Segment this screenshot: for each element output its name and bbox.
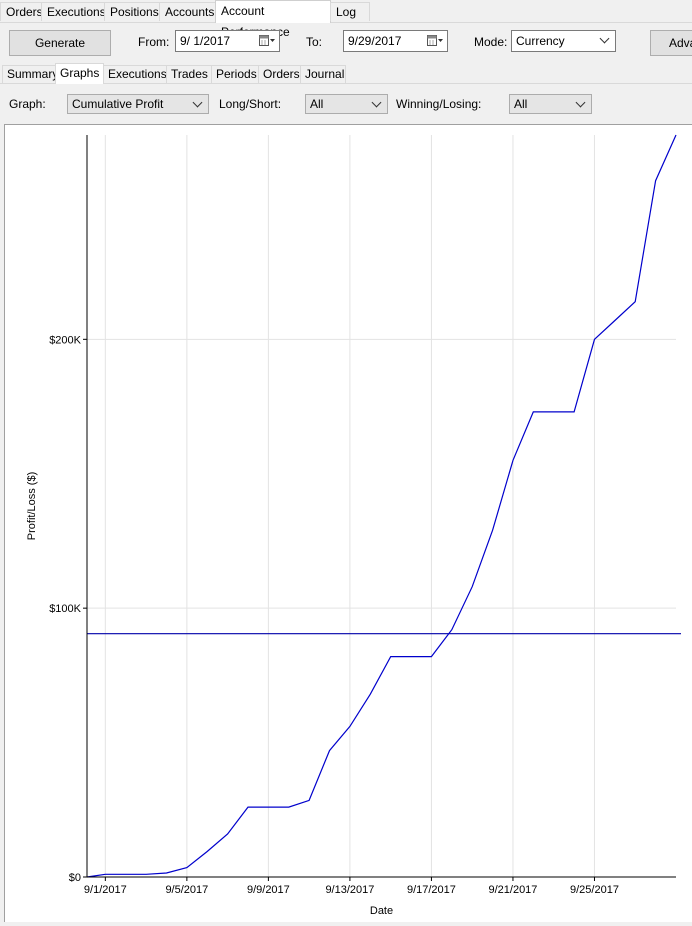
tab-summary[interactable]: Summary [2, 65, 58, 83]
chevron-down-icon [599, 33, 610, 44]
tab-accounts[interactable]: Accounts [159, 2, 216, 21]
sub-tab-strip: Summary Graphs Executions Trades Periods… [0, 63, 692, 84]
x-tick-label: 9/9/2017 [247, 884, 290, 896]
y-tick-label: $200K [49, 334, 81, 346]
x-tick-label: 9/5/2017 [165, 884, 208, 896]
tab-journal[interactable]: Journal [300, 65, 346, 83]
graph-label: Graph: [9, 97, 46, 111]
from-date-picker[interactable]: 9/ 1/2017 [175, 30, 280, 52]
graph-type-select[interactable]: Cumulative Profit [67, 94, 209, 114]
tab-graphs[interactable]: Graphs [55, 63, 104, 84]
mode-value: Currency [516, 34, 565, 48]
tab-executions[interactable]: Executions [41, 2, 106, 21]
tab-executions-sub[interactable]: Executions [103, 65, 167, 83]
tab-orders[interactable]: Orders [0, 2, 43, 21]
tab-trades[interactable]: Trades [166, 65, 212, 83]
y-axis-label: Profit/Loss ($) [26, 472, 38, 540]
chevron-down-icon [371, 97, 382, 108]
cumulative-profit-chart: 9/1/2017 9/5/2017 9/9/2017 9/13/2017 9/17/20… [26, 134, 681, 917]
x-tick-label: 9/13/2017 [325, 884, 374, 896]
from-label: From: [138, 35, 170, 49]
x-axis-label: Date [370, 905, 393, 917]
to-date-picker[interactable]: 9/29/2017 [343, 30, 448, 52]
y-tick-label: $100K [49, 603, 81, 615]
x-tick-label: 9/25/2017 [570, 884, 619, 896]
winlose-label: Winning/Losing: [396, 97, 482, 111]
graph-type-value: Cumulative Profit [72, 97, 164, 111]
chart-grid [87, 135, 676, 878]
x-tick-label: 9/1/2017 [84, 884, 127, 896]
winlose-value: All [514, 97, 528, 111]
tab-orders-sub[interactable]: Orders [258, 65, 301, 83]
x-tick-label: 9/17/2017 [407, 884, 456, 896]
longshort-value: All [310, 97, 324, 111]
calendar-dropdown-icon[interactable] [259, 35, 275, 47]
chevron-down-icon [575, 97, 586, 108]
tab-log[interactable]: Log [330, 2, 370, 21]
mode-label: Mode: [474, 35, 508, 49]
advanced-button[interactable]: Adva [650, 30, 692, 56]
to-label: To: [306, 35, 323, 49]
y-tick-label: $0 [69, 872, 81, 884]
tab-positions[interactable]: Positions [104, 2, 160, 21]
mode-select[interactable]: Currency [511, 30, 616, 52]
from-date-value: 9/ 1/2017 [180, 34, 231, 48]
cumulative-profit-line [86, 134, 677, 878]
x-tick-label: 9/21/2017 [488, 884, 537, 896]
tab-account-performance[interactable]: Account Performance [215, 0, 331, 39]
to-date-value: 9/29/2017 [348, 34, 402, 48]
longshort-select[interactable]: All [305, 94, 388, 114]
chevron-down-icon [192, 97, 203, 108]
main-tab-strip: Orders Executions Positions Accounts Acc… [0, 0, 692, 39]
chart-panel: 9/1/2017 9/5/2017 9/9/2017 9/13/2017 9/17/20… [4, 124, 692, 922]
tab-periods[interactable]: Periods [211, 65, 259, 83]
calendar-dropdown-icon[interactable] [427, 35, 443, 47]
winlose-select[interactable]: All [509, 94, 592, 114]
generate-button[interactable]: Generate [9, 30, 111, 56]
longshort-label: Long/Short: [219, 97, 282, 111]
